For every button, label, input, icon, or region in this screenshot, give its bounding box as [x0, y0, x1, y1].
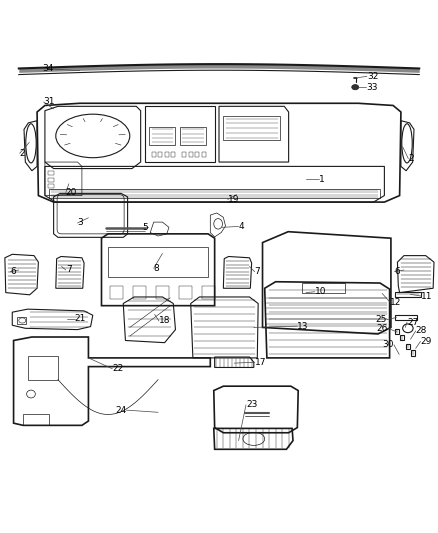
Text: 19: 19 — [228, 195, 239, 204]
Text: 17: 17 — [254, 358, 266, 367]
Text: 18: 18 — [159, 317, 170, 326]
Bar — [180, 127, 206, 144]
Text: 1: 1 — [319, 175, 325, 184]
Text: 5: 5 — [143, 223, 148, 232]
Text: 25: 25 — [376, 315, 387, 324]
Text: 6: 6 — [10, 267, 16, 276]
Text: 13: 13 — [297, 321, 309, 330]
Bar — [179, 286, 192, 299]
Text: 2: 2 — [20, 149, 25, 158]
Bar — [48, 177, 53, 182]
Text: 4: 4 — [239, 222, 244, 231]
Text: 31: 31 — [44, 98, 55, 107]
Bar — [28, 356, 58, 379]
Text: 3: 3 — [78, 219, 83, 228]
Bar — [149, 127, 176, 144]
Text: 21: 21 — [74, 314, 86, 323]
Text: 10: 10 — [315, 287, 326, 296]
Bar — [108, 247, 208, 277]
Bar — [17, 317, 26, 324]
Bar — [406, 344, 410, 349]
Ellipse shape — [352, 85, 359, 90]
Bar — [188, 152, 193, 157]
Bar — [49, 189, 380, 198]
Bar — [201, 286, 215, 299]
Text: 20: 20 — [66, 188, 77, 197]
Bar — [395, 315, 417, 320]
Bar — [223, 116, 280, 140]
Bar — [110, 286, 123, 299]
Text: 12: 12 — [390, 298, 401, 306]
Text: 6: 6 — [394, 267, 400, 276]
Bar — [23, 415, 49, 425]
Bar — [158, 152, 162, 157]
Bar — [133, 286, 146, 299]
Bar — [302, 283, 345, 293]
Text: 33: 33 — [366, 83, 378, 92]
Bar — [165, 152, 169, 157]
Bar — [400, 335, 404, 341]
Text: 29: 29 — [420, 337, 432, 346]
Text: 32: 32 — [367, 72, 378, 81]
Text: 27: 27 — [407, 318, 418, 327]
Bar — [48, 171, 53, 175]
Text: 26: 26 — [377, 324, 388, 333]
Bar — [171, 152, 176, 157]
Text: 7: 7 — [254, 267, 261, 276]
Text: 34: 34 — [43, 64, 54, 73]
Bar — [201, 152, 206, 157]
Text: 11: 11 — [421, 292, 433, 301]
Text: 7: 7 — [66, 265, 71, 274]
Bar — [395, 292, 421, 297]
Text: 28: 28 — [416, 326, 427, 335]
Bar — [182, 152, 186, 157]
Bar — [48, 184, 53, 188]
Text: 2: 2 — [408, 154, 414, 163]
Bar — [195, 152, 199, 157]
Text: 24: 24 — [115, 406, 126, 415]
Bar — [395, 329, 399, 334]
Text: 30: 30 — [382, 341, 394, 349]
Bar — [152, 152, 156, 157]
Text: 8: 8 — [154, 264, 159, 273]
Bar — [411, 351, 415, 356]
Text: 23: 23 — [246, 400, 258, 409]
Bar — [156, 286, 169, 299]
Text: 22: 22 — [113, 364, 124, 373]
